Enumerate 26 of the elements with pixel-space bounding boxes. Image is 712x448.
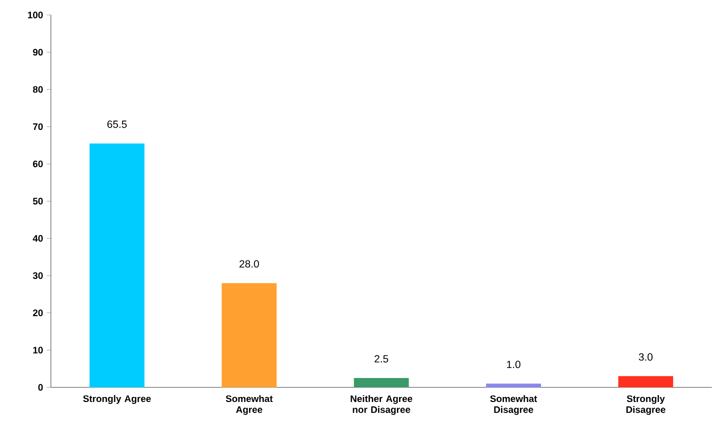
bar (90, 143, 144, 388)
y-tick-label: 10 (33, 346, 43, 354)
data-label: 1.0 (507, 360, 520, 368)
x-tick-label: Somewhat Agree (226, 394, 273, 415)
bar (618, 376, 674, 388)
bar (486, 384, 541, 388)
y-tick-label: 70 (33, 123, 43, 130)
data-label: 65.5 (107, 120, 127, 128)
x-tick-label: Somewhat Disagree (490, 394, 538, 415)
data-label: 2.5 (374, 355, 388, 362)
y-tick-label: 90 (32, 48, 43, 56)
data-label: 28.0 (240, 260, 259, 268)
x-tick-label: Strongly Disagree (626, 394, 666, 415)
y-tick-label: 50 (32, 198, 43, 204)
y-tick-label: 80 (32, 86, 43, 93)
y-tick-label: 30 (32, 272, 43, 279)
y-tick-label: 0 (38, 384, 43, 391)
x-tick-label: Strongly Agree (83, 394, 151, 404)
bar (222, 282, 277, 388)
y-tick-label: 60 (32, 160, 43, 168)
y-tick-label: 100 (28, 12, 43, 18)
x-tick-label: Neither Agree nor Disagree (350, 394, 412, 415)
bar (354, 378, 409, 388)
y-tick-label: 40 (32, 234, 43, 242)
data-label: 3.0 (638, 353, 653, 361)
y-tick-label: 20 (32, 309, 43, 316)
